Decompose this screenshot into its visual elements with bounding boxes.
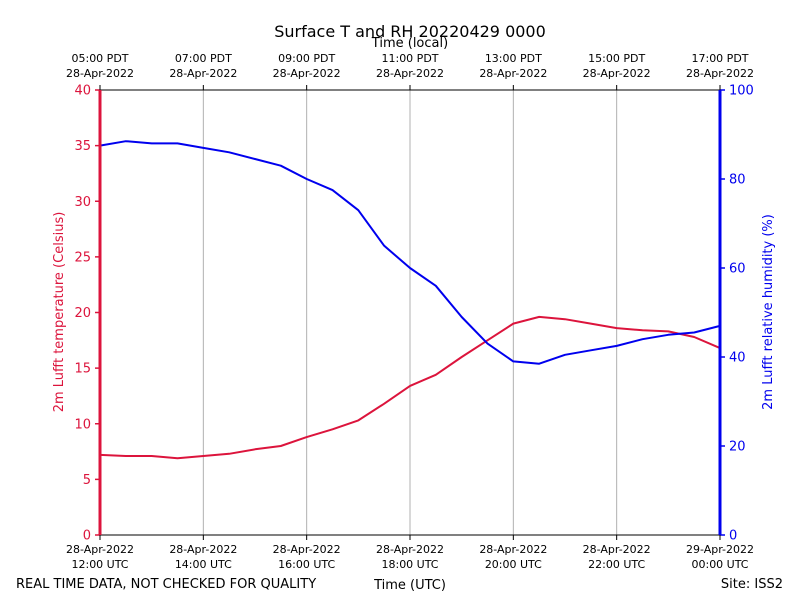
right-tick-label: 40 — [729, 351, 746, 366]
top-tick-time: 13:00 PDT — [485, 52, 542, 65]
left-tick-label: 35 — [74, 139, 91, 154]
bottom-tick-time: 14:00 UTC — [175, 558, 232, 571]
bottom-tick-date: 29-Apr-2022 — [686, 543, 754, 556]
chart-title: Surface T and RH 20220429 0000 — [274, 22, 546, 41]
bottom-tick-date: 28-Apr-2022 — [479, 543, 547, 556]
right-tick-label: 20 — [729, 440, 746, 455]
top-tick-date: 28-Apr-2022 — [376, 67, 444, 80]
series-layer — [99, 140, 721, 460]
bottom-tick-time: 18:00 UTC — [381, 558, 438, 571]
right-tick-label: 80 — [729, 173, 746, 188]
humidity-series-line — [99, 140, 721, 365]
right-axis-ticks: 0 20 40 60 80 100 — [720, 84, 754, 544]
left-axis-ticks: 0 5 10 15 20 25 30 35 40 — [74, 84, 100, 544]
bottom-tick-time: 16:00 UTC — [278, 558, 335, 571]
left-axis-label: 2m Lufft temperature (Celsius) — [52, 212, 67, 413]
top-tick-date: 28-Apr-2022 — [273, 67, 341, 80]
right-tick-label: 100 — [729, 84, 754, 99]
top-tick-time: 11:00 PDT — [381, 52, 438, 65]
bottom-tick-time: 20:00 UTC — [485, 558, 542, 571]
top-tick-time: 05:00 PDT — [71, 52, 128, 65]
top-axis-label: Time (local) — [371, 36, 448, 51]
left-tick-label: 5 — [83, 473, 91, 488]
left-tick-label: 0 — [83, 529, 91, 544]
top-tick-time: 07:00 PDT — [175, 52, 232, 65]
bottom-tick-date: 28-Apr-2022 — [376, 543, 444, 556]
site-label: Site: ISS2 — [721, 577, 783, 592]
bottom-tick-time: 00:00 UTC — [691, 558, 748, 571]
top-tick-time: 17:00 PDT — [691, 52, 748, 65]
right-tick-label: 0 — [729, 529, 737, 544]
left-tick-label: 20 — [74, 306, 91, 321]
bottom-axis-ticks: 28-Apr-2022 12:00 UTC 28-Apr-2022 14:00 UTC… — [66, 535, 754, 571]
left-tick-label: 30 — [74, 195, 91, 210]
bottom-tick-time: 22:00 UTC — [588, 558, 645, 571]
top-tick-date: 28-Apr-2022 — [583, 67, 651, 80]
top-tick-date: 28-Apr-2022 — [66, 67, 134, 80]
left-tick-label: 10 — [74, 417, 91, 432]
bottom-tick-time: 12:00 UTC — [71, 558, 128, 571]
right-tick-label: 60 — [729, 262, 746, 277]
top-tick-date: 28-Apr-2022 — [169, 67, 237, 80]
left-tick-label: 25 — [74, 250, 91, 265]
bottom-tick-date: 28-Apr-2022 — [273, 543, 341, 556]
left-tick-label: 15 — [74, 362, 91, 377]
temperature-series-line — [99, 315, 721, 460]
bottom-tick-date: 28-Apr-2022 — [169, 543, 237, 556]
right-axis-label: 2m Lufft relative humidity (%) — [761, 214, 776, 410]
top-tick-date: 28-Apr-2022 — [686, 67, 754, 80]
top-tick-time: 15:00 PDT — [588, 52, 645, 65]
left-tick-label: 40 — [74, 84, 91, 99]
bottom-axis-label: Time (UTC) — [373, 578, 446, 593]
top-tick-date: 28-Apr-2022 — [479, 67, 547, 80]
quality-note: REAL TIME DATA, NOT CHECKED FOR QUALITY — [16, 577, 316, 592]
top-tick-time: 09:00 PDT — [278, 52, 335, 65]
bottom-tick-date: 28-Apr-2022 — [66, 543, 134, 556]
bottom-tick-date: 28-Apr-2022 — [583, 543, 651, 556]
top-axis-ticks: 05:00 PDT 28-Apr-2022 07:00 PDT 28-Apr-2022… — [66, 52, 754, 90]
vertical-gridlines — [202, 90, 618, 535]
